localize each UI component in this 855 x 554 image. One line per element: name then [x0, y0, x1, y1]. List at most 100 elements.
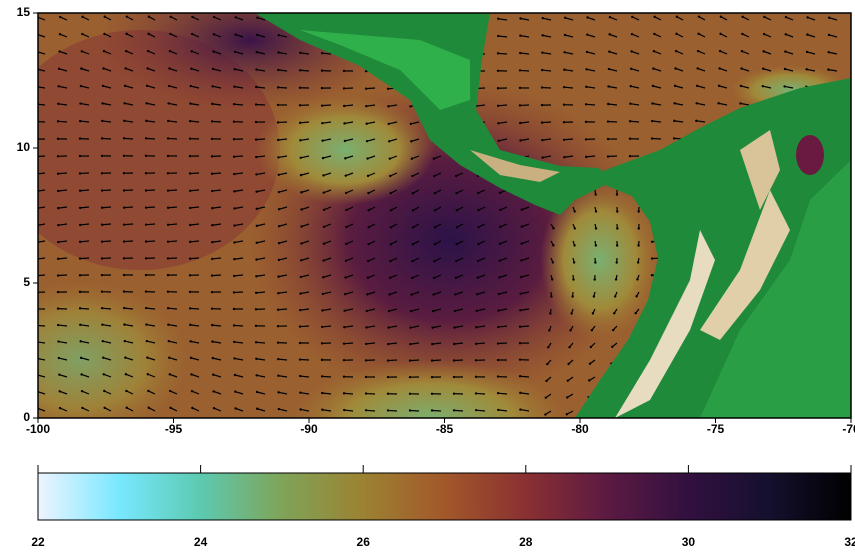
- wind-arrow-head: [59, 407, 61, 409]
- wind-arrow-head: [564, 34, 566, 36]
- wind-arrow-head: [145, 290, 147, 292]
- wind-arrow: [322, 105, 331, 106]
- wind-arrow: [190, 258, 199, 259]
- wind-arrow-head: [564, 17, 566, 19]
- wind-arrow-head: [343, 87, 345, 89]
- wind-arrow-head: [594, 278, 596, 280]
- wind-arrow-head: [101, 257, 103, 259]
- wind-arrow: [520, 326, 529, 327]
- wind-arrow-head: [387, 409, 389, 411]
- wind-arrow-head: [191, 33, 193, 35]
- wind-arrow-head: [123, 120, 125, 122]
- wind-arrow-head: [147, 50, 149, 52]
- wind-arrow-head: [410, 310, 412, 312]
- wind-arrow-head: [585, 156, 587, 158]
- wind-arrow-head: [300, 225, 302, 227]
- wind-arrow-head: [571, 295, 573, 297]
- wind-arrow: [124, 138, 133, 139]
- wind-arrow-head: [300, 191, 302, 193]
- wind-arrow-head: [147, 390, 149, 392]
- wind-arrow-head: [585, 121, 587, 123]
- wind-arrow-head: [652, 67, 654, 69]
- wind-arrow-head: [475, 359, 477, 361]
- wind-arrow-head: [552, 227, 554, 229]
- wind-arrow-head: [233, 85, 235, 87]
- wind-arrow-head: [547, 346, 549, 348]
- wind-arrow-head: [80, 373, 82, 375]
- wind-arrow: [344, 393, 353, 394]
- wind-arrow-head: [616, 261, 618, 263]
- wind-arrow-head: [167, 274, 169, 276]
- wind-arrow-head: [145, 120, 147, 122]
- wind-arrow-head: [323, 209, 325, 211]
- wind-arrow-head: [191, 390, 193, 392]
- wind-arrow-head: [630, 85, 632, 87]
- wind-arrow: [278, 359, 287, 360]
- wind-arrow-head: [365, 409, 367, 411]
- wind-arrow-head: [80, 85, 82, 87]
- wind-arrow-head: [541, 86, 543, 88]
- wind-arrow-head: [343, 342, 345, 344]
- wind-arrow-head: [256, 51, 258, 53]
- wind-arrow-head: [277, 156, 279, 158]
- wind-arrow-head: [299, 358, 301, 360]
- wind-arrow-head: [167, 240, 169, 242]
- wind-arrow: [344, 343, 353, 344]
- wind-arrow-head: [211, 241, 213, 243]
- wind-arrow-head: [388, 293, 390, 295]
- wind-arrow-head: [170, 16, 172, 18]
- wind-arrow-head: [57, 291, 59, 293]
- wind-arrow-head: [146, 340, 148, 342]
- wind-arrow-head: [697, 33, 699, 35]
- wind-arrow: [498, 105, 507, 106]
- wind-arrow-head: [365, 359, 367, 361]
- wind-arrow-head: [585, 138, 587, 140]
- wind-arrow-head: [57, 258, 59, 260]
- wind-arrow-head: [57, 224, 59, 226]
- wind-arrow: [58, 121, 67, 122]
- wind-arrow-head: [235, 16, 237, 18]
- wind-arrow-head: [497, 392, 499, 394]
- wind-arrow-head: [586, 16, 588, 18]
- wind-arrow-head: [102, 340, 104, 342]
- wind-arrow-head: [300, 157, 302, 159]
- wind-arrow-head: [256, 242, 258, 244]
- wind-arrow-head: [300, 208, 302, 210]
- wind-arrow-head: [519, 293, 521, 295]
- wind-arrow: [322, 376, 331, 377]
- wind-arrow-head: [497, 105, 499, 107]
- wind-arrow-head: [299, 139, 301, 141]
- wind-arrow-head: [102, 85, 104, 87]
- wind-arrow-head: [520, 276, 522, 278]
- wind-arrow-head: [255, 173, 257, 175]
- wind-arrow-head: [827, 68, 829, 70]
- wind-arrow-head: [101, 290, 103, 292]
- wind-arrow-head: [676, 16, 678, 18]
- wind-arrow-head: [79, 241, 81, 243]
- wind-arrow: [498, 393, 507, 394]
- wind-arrow-head: [101, 240, 103, 242]
- wind-arrow-head: [345, 209, 347, 211]
- wind-arrow-head: [453, 392, 455, 394]
- wind-arrow-head: [278, 259, 280, 261]
- wind-arrow-head: [321, 87, 323, 89]
- wind-arrow-head: [234, 68, 236, 70]
- wind-arrow-head: [59, 16, 61, 18]
- wind-arrow-head: [103, 33, 105, 35]
- wind-arrow-head: [212, 50, 214, 52]
- wind-arrow-head: [211, 173, 213, 175]
- wind-arrow-head: [541, 34, 543, 36]
- wind-arrow: [476, 410, 485, 411]
- wind-arrow-head: [365, 326, 367, 328]
- sst-field: [290, 360, 570, 480]
- wind-arrow-head: [343, 70, 345, 72]
- figure: -100-95-90-85-80-75-70051015222426283032: [0, 0, 855, 549]
- wind-arrow: [432, 360, 441, 361]
- wind-arrow-head: [631, 16, 633, 18]
- wind-arrow-head: [278, 242, 280, 244]
- wind-arrow-head: [410, 293, 412, 295]
- wind-arrow-head: [588, 379, 590, 381]
- wind-arrow-head: [651, 241, 653, 243]
- wind-arrow-head: [498, 276, 500, 278]
- wind-arrow-head: [123, 206, 125, 208]
